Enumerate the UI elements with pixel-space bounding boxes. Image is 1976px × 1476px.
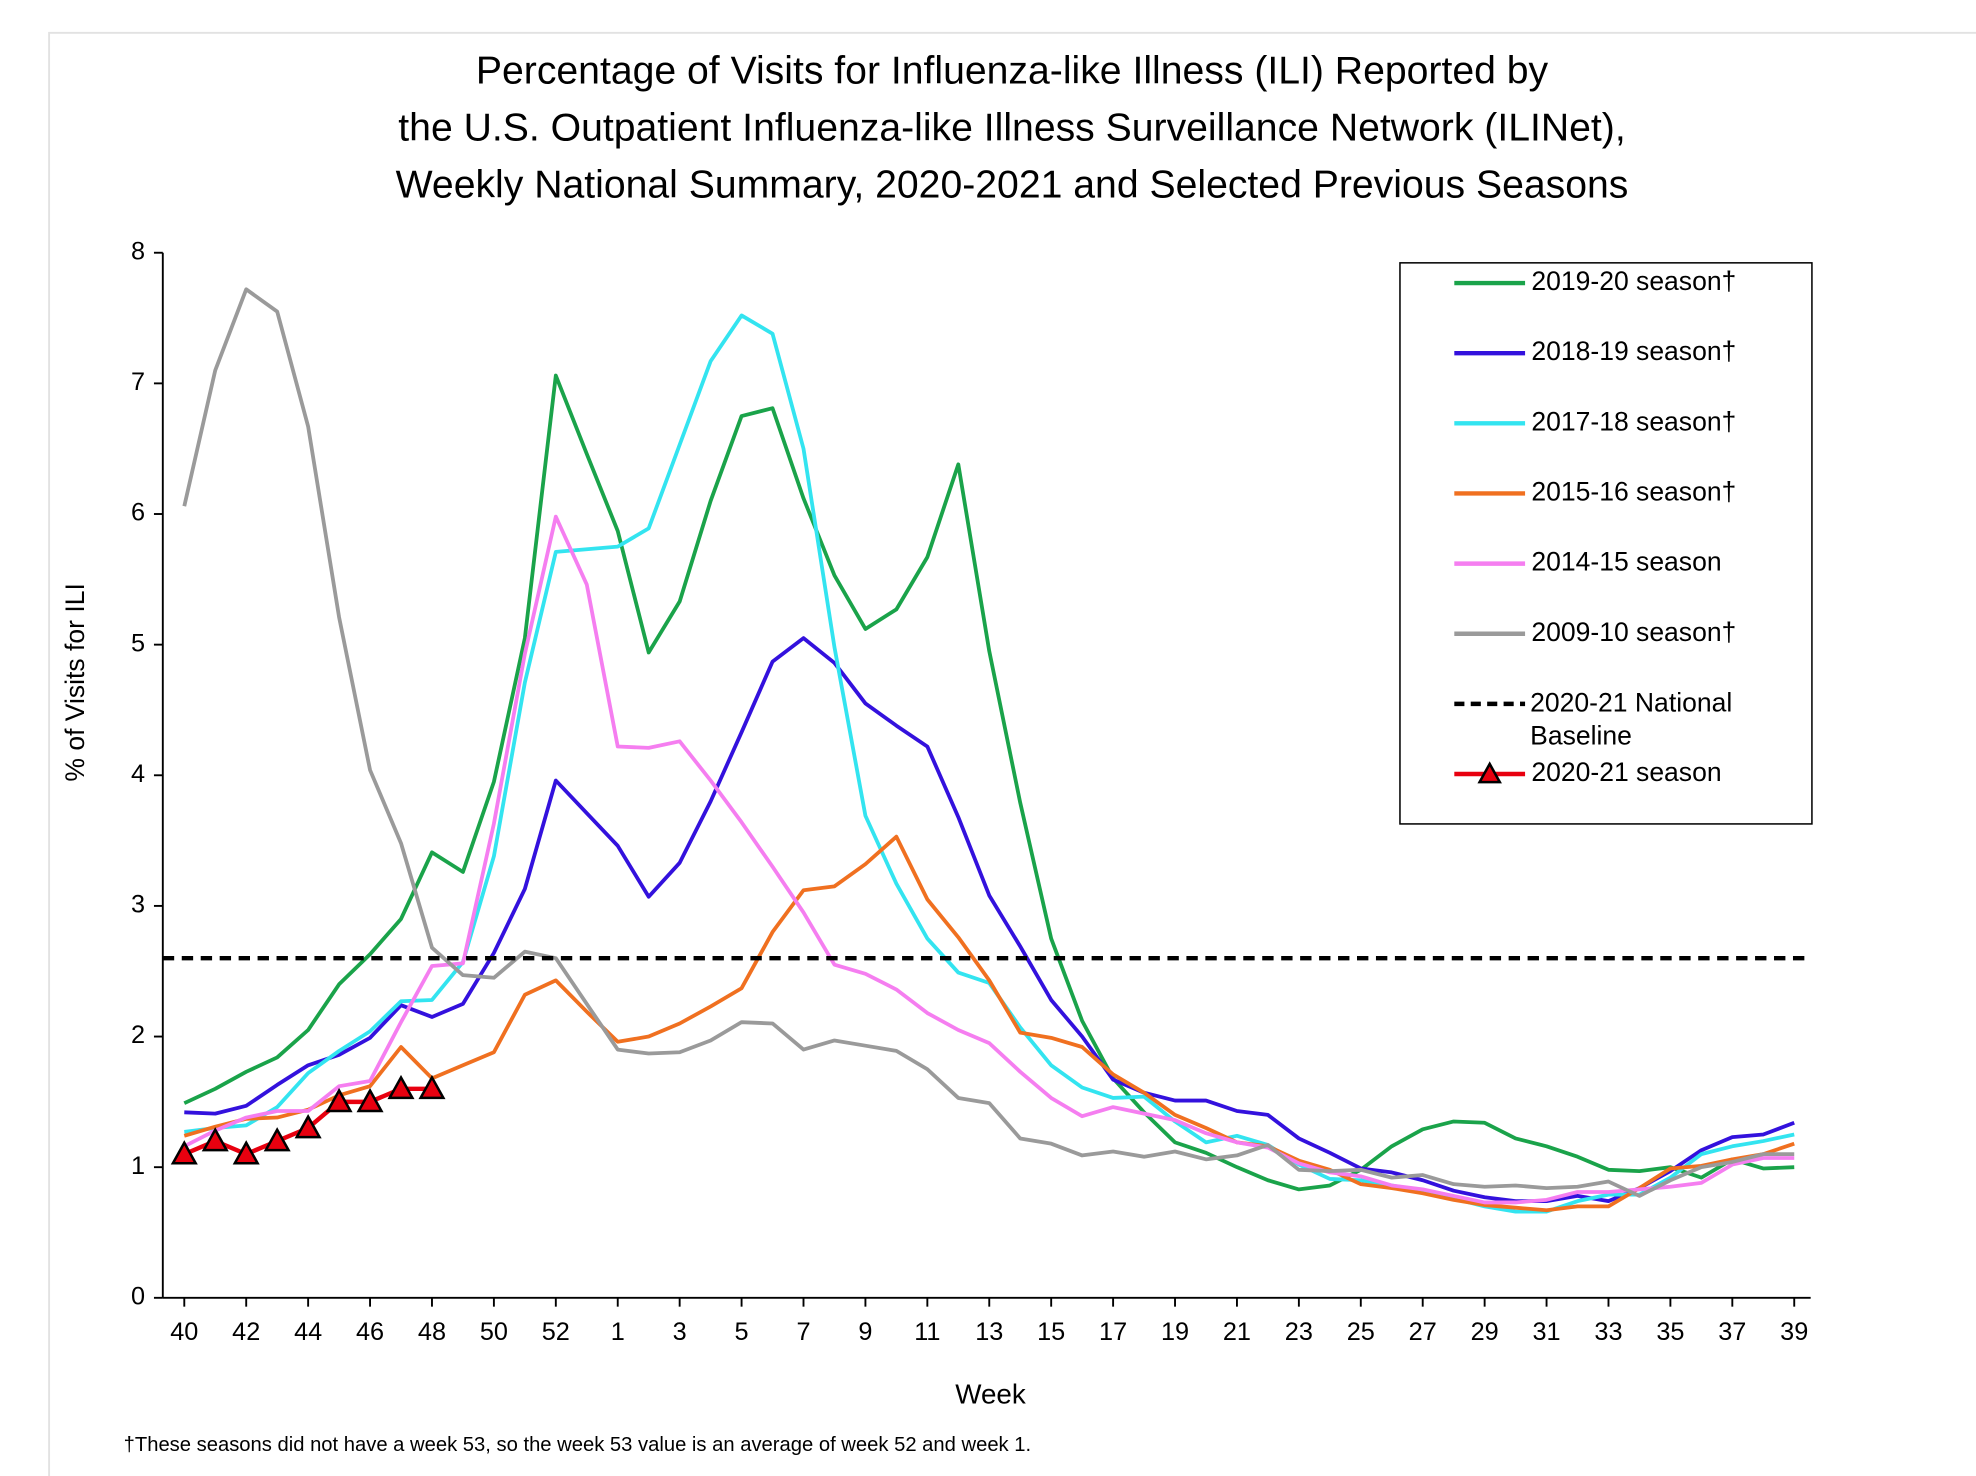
point-marker: [325, 1087, 353, 1113]
x-tick-label: 9: [858, 1318, 872, 1346]
x-tick-label: 44: [294, 1318, 322, 1346]
x-tick-label: 48: [418, 1318, 446, 1346]
point-marker: [418, 1074, 446, 1100]
x-tick-label: 39: [1780, 1318, 1808, 1346]
y-tick-label: 2: [131, 1021, 145, 1049]
chart-title: the U.S. Outpatient Influenza-like Illne…: [398, 107, 1625, 150]
legend-marker: [1477, 761, 1502, 784]
x-tick-label: 11: [914, 1318, 940, 1346]
point-marker: [263, 1127, 291, 1152]
x-tick-label: 50: [480, 1318, 508, 1346]
series-line: [183, 834, 1795, 1213]
legend-label: 2014-15 season: [1531, 547, 1721, 577]
x-tick-label: 42: [232, 1318, 260, 1346]
y-tick-label: 7: [131, 368, 145, 396]
y-tick-label: 6: [131, 499, 145, 527]
point-marker: [356, 1087, 384, 1113]
y-tick-label: 0: [131, 1282, 145, 1310]
x-tick-label: 52: [542, 1318, 570, 1346]
legend-box: [1399, 262, 1813, 825]
x-tick-label: 7: [796, 1318, 810, 1346]
legend-label: 2009-10 season†: [1531, 617, 1736, 647]
y-tick-label: 5: [131, 629, 145, 657]
legend-label: 2020-21 National Baseline: [1530, 688, 1733, 751]
x-tick-label: 25: [1347, 1318, 1375, 1346]
legend-label: 2017-18 season†: [1531, 406, 1736, 436]
x-tick-label: 19: [1161, 1318, 1189, 1346]
legend-label: 2018-19 season†: [1531, 336, 1736, 366]
footnote: †These seasons did not have a week 53, s…: [124, 1434, 1031, 1456]
point-marker: [387, 1074, 415, 1100]
point-marker: [294, 1114, 322, 1139]
chart-title: Weekly National Summary, 2020-2021 and S…: [396, 163, 1629, 206]
legend-label: 2019-20 season†: [1531, 266, 1736, 296]
point-marker: [170, 1140, 198, 1165]
point-marker: [232, 1140, 260, 1165]
x-tick-label: 5: [735, 1318, 749, 1346]
x-tick-label: 31: [1533, 1318, 1561, 1346]
x-tick-label: 15: [1037, 1318, 1065, 1346]
y-tick-label: 1: [131, 1152, 145, 1180]
x-tick-label: 21: [1223, 1318, 1251, 1346]
x-tick-label: 29: [1471, 1318, 1499, 1346]
chart-title: Percentage of Visits for Influenza-like …: [476, 50, 1549, 93]
point-marker: [201, 1127, 229, 1152]
x-tick-label: 40: [170, 1318, 198, 1346]
x-axis-label: Week: [955, 1379, 1026, 1410]
legend-label: 2020-21 season: [1531, 757, 1721, 787]
x-tick-label: 33: [1594, 1318, 1622, 1346]
x-tick-label: 35: [1656, 1318, 1684, 1346]
legend-label-wrap: 2020-21 National Baseline: [1530, 688, 1733, 751]
x-tick-label: 17: [1099, 1318, 1127, 1346]
legend-label: 2015-16 season†: [1531, 476, 1736, 506]
x-tick-label: 23: [1285, 1318, 1313, 1346]
y-tick-label: 3: [131, 891, 145, 919]
x-tick-label: 37: [1718, 1318, 1746, 1346]
series-line: [182, 287, 1795, 1198]
x-tick-label: 27: [1409, 1318, 1437, 1346]
series-line: [183, 373, 1795, 1192]
y-tick-label: 8: [131, 237, 145, 265]
x-tick-label: 3: [673, 1318, 687, 1346]
x-tick-label: 46: [356, 1318, 384, 1346]
frame: [48, 31, 1976, 1476]
y-axis-label: % of Visits for ILI: [60, 583, 90, 781]
x-tick-label: 13: [975, 1318, 1003, 1346]
y-tick-label: 4: [131, 760, 145, 788]
x-tick-label: 1: [611, 1318, 625, 1346]
